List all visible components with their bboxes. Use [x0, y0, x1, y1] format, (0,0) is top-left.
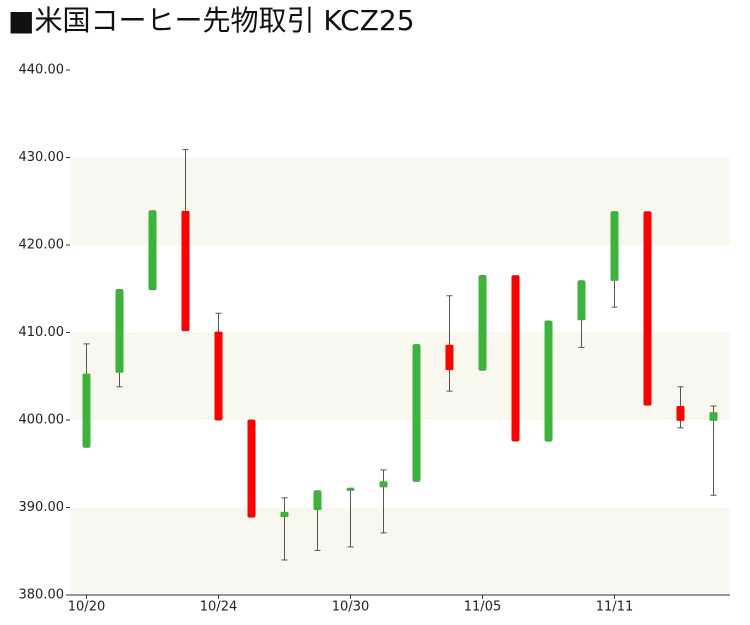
grid-band — [70, 157, 730, 245]
x-tick-label: 10/30 — [332, 600, 369, 615]
x-tick-label: 10/20 — [68, 600, 105, 615]
candle-body — [577, 280, 586, 321]
grid-band — [70, 332, 730, 420]
candle-body — [676, 406, 685, 421]
candle-body — [214, 331, 223, 420]
y-tick-label: 410.00 — [19, 325, 65, 340]
candle-body — [709, 412, 718, 421]
candle-body — [181, 210, 190, 331]
candle-body — [313, 490, 322, 511]
candle-body — [544, 321, 553, 441]
candle-body — [511, 275, 520, 441]
candle-body — [643, 211, 652, 406]
y-tick-label: 380.00 — [19, 588, 65, 603]
y-tick-label: 420.00 — [19, 238, 65, 253]
y-tick-label: 440.00 — [19, 63, 65, 78]
x-tick-label: 10/24 — [200, 600, 237, 615]
y-tick-label: 400.00 — [19, 413, 65, 428]
candle-body — [115, 289, 124, 373]
candle-body — [412, 344, 421, 482]
candle-body — [148, 210, 157, 290]
candle-body — [445, 344, 454, 371]
candle-body — [379, 481, 388, 488]
y-tick-label: 430.00 — [19, 150, 65, 165]
chart-title: ■米国コーヒー先物取引 KCZ25 — [8, 4, 415, 37]
candle-body — [280, 511, 289, 518]
candle-body — [610, 211, 619, 281]
candle-body — [82, 373, 91, 448]
x-tick-label: 11/05 — [464, 600, 501, 615]
grid-band — [70, 507, 730, 595]
candle-body — [346, 488, 355, 491]
candle-body — [478, 275, 487, 371]
y-tick-label: 390.00 — [19, 500, 65, 515]
candle-body — [247, 420, 256, 518]
x-tick-label: 11/11 — [596, 600, 633, 615]
